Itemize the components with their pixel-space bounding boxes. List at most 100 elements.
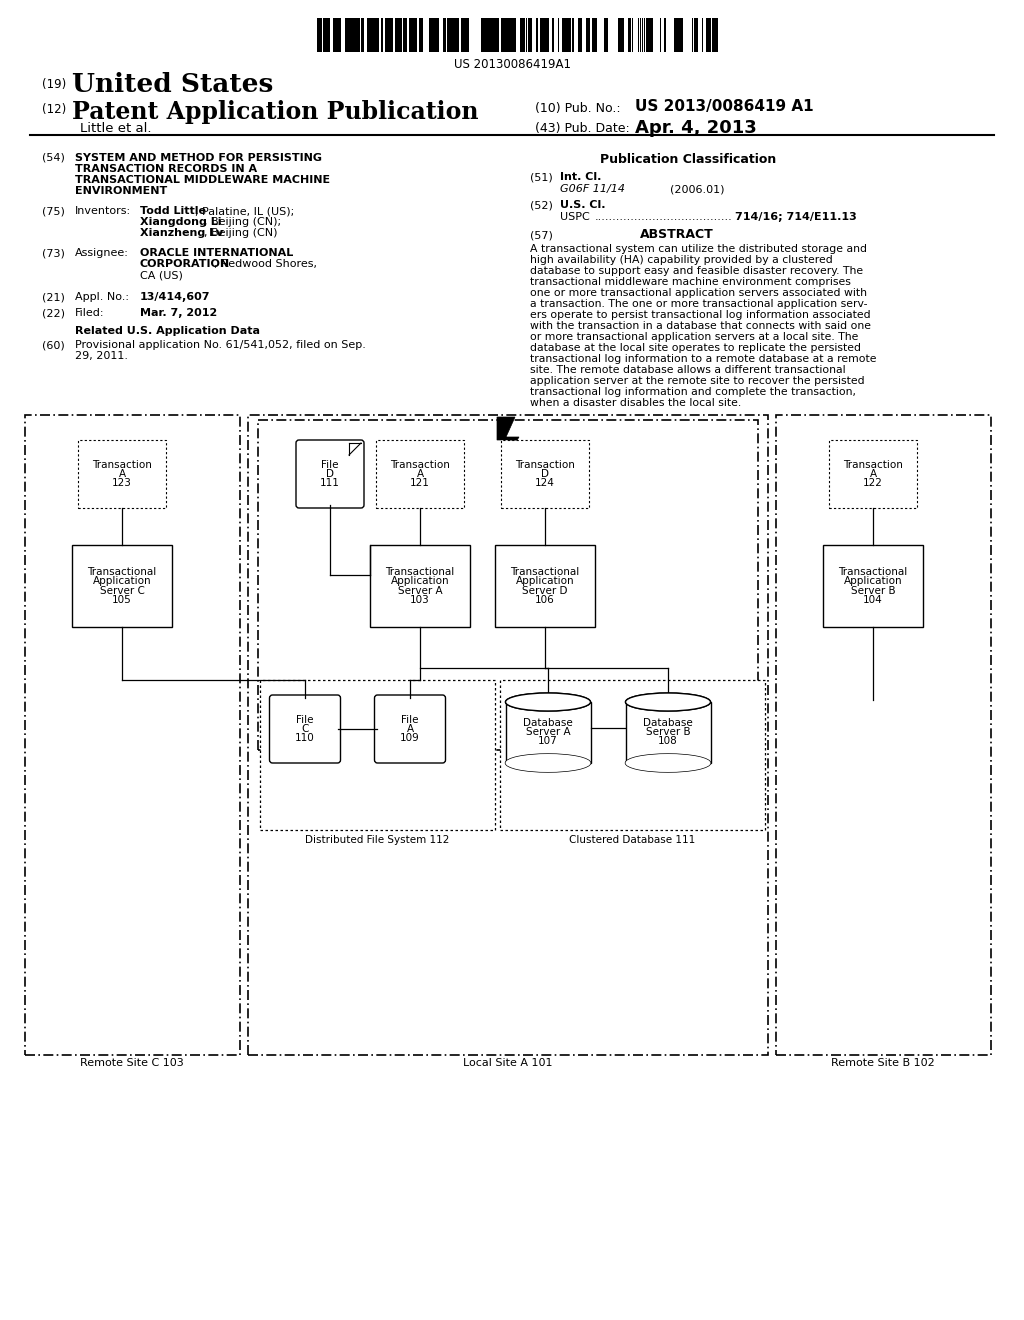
Bar	[498, 18, 499, 51]
Bar	[464, 18, 465, 51]
Bar	[492, 18, 493, 51]
Text: File: File	[296, 714, 313, 725]
Bar	[510, 18, 513, 51]
Bar	[513, 18, 516, 51]
Text: Little et al.: Little et al.	[80, 121, 152, 135]
Text: Xiangdong Li: Xiangdong Li	[140, 216, 221, 227]
Text: Transaction: Transaction	[92, 459, 152, 470]
Text: A: A	[869, 469, 877, 479]
Bar	[604, 18, 607, 51]
Bar	[596, 18, 597, 51]
Text: 108: 108	[658, 737, 678, 746]
Text: Transactional: Transactional	[385, 566, 455, 577]
Bar	[452, 18, 456, 51]
Bar	[620, 18, 624, 51]
Text: Server C: Server C	[99, 586, 144, 595]
Text: transactional middleware machine environment comprises: transactional middleware machine environ…	[530, 277, 851, 286]
Bar	[410, 18, 413, 51]
Text: Server D: Server D	[522, 586, 567, 595]
Bar	[588, 18, 589, 51]
Text: Remote Site B 102: Remote Site B 102	[831, 1059, 935, 1068]
Bar	[25, 414, 240, 1055]
Bar	[540, 18, 544, 51]
Ellipse shape	[506, 754, 591, 772]
Text: TRANSACTION RECORDS IN A: TRANSACTION RECORDS IN A	[75, 164, 257, 174]
Bar	[399, 18, 402, 51]
Text: Transaction: Transaction	[390, 459, 450, 470]
Text: database to support easy and feasible disaster recovery. The: database to support easy and feasible di…	[530, 267, 863, 276]
Bar	[376, 440, 464, 508]
Ellipse shape	[626, 754, 711, 772]
Bar	[638, 18, 639, 51]
Bar	[454, 18, 456, 51]
Text: C: C	[301, 723, 308, 734]
Bar	[708, 18, 711, 51]
Bar	[501, 440, 589, 508]
Bar	[437, 18, 439, 51]
Bar	[456, 18, 460, 51]
Bar	[377, 18, 379, 51]
Text: A transactional system can utilize the distributed storage and: A transactional system can utilize the d…	[530, 244, 867, 253]
Bar	[823, 545, 923, 627]
Bar	[321, 18, 323, 51]
Text: transactional log information and complete the transaction,: transactional log information and comple…	[530, 387, 856, 397]
Bar	[481, 18, 483, 51]
Text: File: File	[322, 459, 339, 470]
Text: (12): (12)	[42, 103, 67, 116]
Text: (75): (75)	[42, 206, 65, 216]
Text: ......................................: ......................................	[595, 213, 733, 222]
Bar	[592, 18, 596, 51]
Text: TRANSACTIONAL MIDDLEWARE MACHINE: TRANSACTIONAL MIDDLEWARE MACHINE	[75, 176, 330, 185]
Bar	[578, 18, 582, 51]
Text: high availability (HA) capability provided by a clustered: high availability (HA) capability provid…	[530, 255, 833, 265]
Bar	[355, 18, 359, 51]
Bar	[494, 18, 497, 51]
Text: 105: 105	[112, 595, 132, 605]
Text: one or more transactional application servers associated with: one or more transactional application se…	[530, 288, 867, 298]
Ellipse shape	[626, 693, 711, 711]
Text: Server B: Server B	[851, 586, 895, 595]
Text: , Beijing (CN): , Beijing (CN)	[204, 228, 278, 238]
Text: Distributed File System 112: Distributed File System 112	[305, 836, 450, 845]
Text: File: File	[401, 714, 419, 725]
Bar	[525, 18, 526, 51]
Bar	[431, 18, 433, 51]
Bar	[323, 18, 327, 51]
Bar	[552, 18, 554, 51]
Text: 123: 123	[112, 478, 132, 488]
Text: 106: 106	[536, 595, 555, 605]
Text: (2006.01): (2006.01)	[670, 183, 725, 194]
Bar	[381, 18, 383, 51]
Text: , Palatine, IL (US);: , Palatine, IL (US);	[195, 206, 294, 216]
Text: Todd Little: Todd Little	[140, 206, 206, 216]
Bar	[529, 18, 532, 51]
FancyBboxPatch shape	[375, 696, 445, 763]
Text: USPC: USPC	[560, 213, 590, 222]
Bar	[714, 18, 718, 51]
Bar	[357, 18, 359, 51]
Ellipse shape	[506, 693, 591, 711]
Bar	[496, 18, 498, 51]
Bar	[258, 420, 758, 750]
Bar	[558, 18, 559, 51]
Text: US 20130086419A1: US 20130086419A1	[454, 58, 570, 71]
Text: Database: Database	[643, 718, 693, 727]
Text: (43) Pub. Date:: (43) Pub. Date:	[535, 121, 630, 135]
Text: (21): (21)	[42, 292, 65, 302]
Text: Server A: Server A	[397, 586, 442, 595]
Bar	[443, 18, 446, 51]
Text: A: A	[407, 723, 414, 734]
Bar	[325, 18, 329, 51]
Text: Filed:: Filed:	[75, 308, 104, 318]
Text: 13/414,607: 13/414,607	[140, 292, 211, 302]
Bar	[640, 18, 641, 51]
Text: 124: 124	[536, 478, 555, 488]
Text: site. The remote database allows a different transactional: site. The remote database allows a diffe…	[530, 366, 846, 375]
Text: Assignee:: Assignee:	[75, 248, 129, 257]
Bar	[364, 18, 365, 51]
Bar	[546, 18, 549, 51]
Text: transactional log information to a remote database at a remote: transactional log information to a remot…	[530, 354, 877, 364]
Text: Transactional: Transactional	[87, 566, 157, 577]
Bar	[462, 18, 465, 51]
Bar	[508, 18, 511, 51]
